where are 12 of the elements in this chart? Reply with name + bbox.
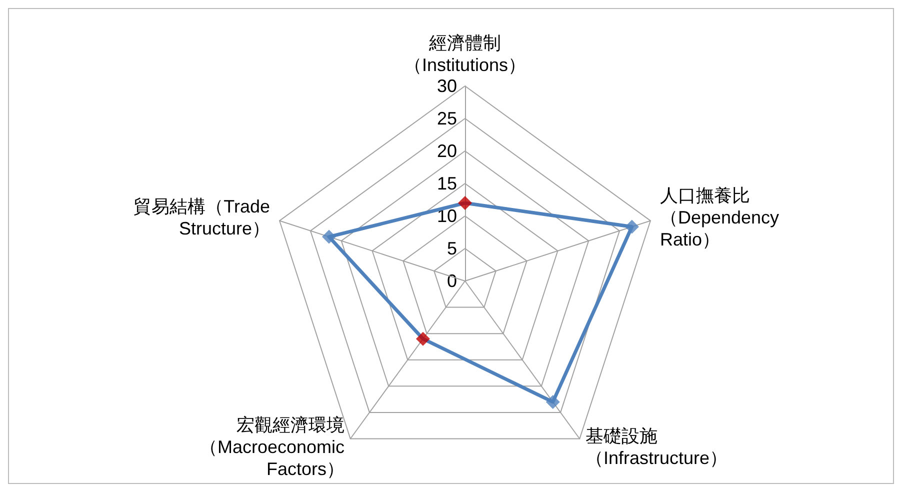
spoke-label: 人口撫養比（Dependency Ratio） [660, 186, 780, 250]
y-tick-label: 10 [436, 206, 457, 226]
y-tick-label: 5 [446, 238, 457, 258]
spoke-label: 宏觀經濟環境（Macroeconomic Factors） [199, 414, 345, 479]
y-tick-label: 0 [446, 271, 457, 291]
spoke-label: 基礎設施（Infrastructure） [585, 426, 728, 468]
spoke-label: 貿易結構（Trade Structure） [134, 196, 270, 239]
y-tick-label: 20 [436, 141, 457, 161]
y-tick-label: 25 [436, 108, 457, 128]
y-tick-label: 30 [436, 76, 457, 96]
spoke-label: 經濟體制（Institutions） [404, 33, 526, 75]
y-tick-label: 15 [436, 174, 457, 194]
